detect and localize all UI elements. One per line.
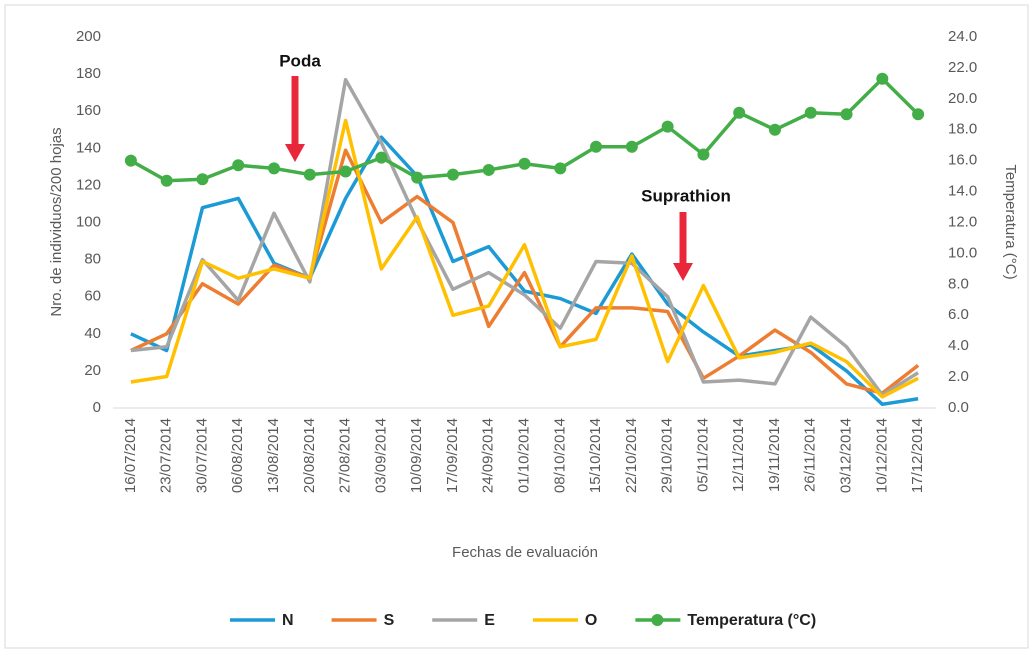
point: [518, 157, 531, 170]
y2-tick-label: 8.0: [948, 275, 969, 292]
point: [697, 148, 710, 161]
x-tick-label: 30/07/2014: [193, 418, 210, 493]
y-tick-label: 180: [76, 65, 101, 82]
point: [303, 168, 316, 181]
x-tick-label: 19/11/2014: [766, 418, 783, 492]
y-tick-label: 60: [84, 288, 101, 305]
x-axis-label: Fechas de evaluación: [452, 544, 598, 561]
x-tick-label: 06/08/2014: [229, 418, 246, 493]
y2-tick-label: 6.0: [948, 306, 969, 323]
annotation: Poda: [279, 51, 321, 70]
y2-tick-label: 14.0: [948, 183, 977, 200]
series-line: [130, 118, 919, 399]
legend-label: Temperatura (°C): [687, 612, 816, 629]
y2-tick-label: 2.0: [948, 368, 969, 385]
legend-label: O: [585, 612, 597, 629]
point: [840, 108, 853, 121]
x-tick-label: 22/10/2014: [623, 418, 640, 493]
point: [768, 123, 781, 136]
point: [804, 106, 817, 119]
x-tick-label: 03/09/2014: [372, 418, 389, 493]
y-tick-label: 200: [76, 28, 101, 45]
y2-tick-label: 0.0: [948, 399, 969, 416]
x-tick-label: 20/08/2014: [301, 418, 318, 493]
point: [876, 72, 889, 85]
y2-tick-label: 20.0: [948, 90, 977, 107]
point: [554, 162, 567, 175]
point: [482, 163, 495, 176]
annotation: Suprathion: [641, 186, 731, 205]
point: [124, 154, 137, 167]
point: [661, 120, 674, 133]
y-tick-label: 20: [84, 362, 101, 379]
point: [375, 151, 388, 164]
x-tick-label: 23/07/2014: [158, 418, 175, 493]
y2-tick-label: 10.0: [948, 244, 977, 261]
point: [625, 140, 638, 153]
point: [912, 108, 925, 121]
series-line: [130, 77, 920, 397]
y-tick-label: 120: [76, 176, 101, 193]
y2-tick-label: 12.0: [948, 213, 977, 230]
arrow-head: [673, 263, 693, 281]
y-tick-label: 160: [76, 102, 101, 119]
point: [160, 174, 173, 187]
point: [411, 171, 424, 184]
y2-tick-label: 24.0: [948, 28, 977, 45]
x-tick-label: 10/12/2014: [873, 418, 890, 493]
point: [196, 173, 209, 186]
y-tick-label: 80: [84, 251, 101, 268]
y2-axis-label: Temperatura (°C): [1002, 164, 1019, 279]
legend-label: S: [384, 612, 395, 629]
legend-marker: [651, 614, 664, 626]
x-tick-label: 29/10/2014: [659, 418, 676, 493]
y-tick-label: 100: [76, 213, 101, 230]
x-tick-label: 17/12/2014: [909, 418, 926, 493]
x-tick-label: 24/09/2014: [480, 418, 497, 493]
y-tick-label: 40: [84, 325, 101, 342]
x-tick-label: 08/10/2014: [551, 418, 568, 493]
x-tick-label: 05/11/2014: [694, 418, 711, 492]
y-tick-label: 140: [76, 139, 101, 156]
point: [733, 106, 746, 119]
y-axis-label: Nro. de individuos/200 hojas: [48, 127, 65, 316]
x-tick-label: 13/08/2014: [265, 418, 282, 493]
y2-tick-label: 22.0: [948, 59, 977, 76]
point: [339, 165, 352, 178]
x-tick-label: 16/07/2014: [122, 418, 139, 493]
x-tick-label: 12/11/2014: [730, 418, 747, 492]
y-tick-label: 0: [93, 399, 101, 416]
arrow-head: [285, 144, 305, 162]
x-tick-label: 26/11/2014: [802, 418, 819, 492]
y2-tick-label: 18.0: [948, 121, 977, 138]
y2-tick-label: 16.0: [948, 152, 977, 169]
point: [446, 168, 459, 181]
legend-label: N: [282, 612, 294, 629]
series-line: [130, 148, 920, 395]
y2-tick-label: 4.0: [948, 337, 969, 354]
x-tick-label: 01/10/2014: [515, 418, 532, 493]
x-tick-label: 17/09/2014: [444, 418, 461, 493]
point: [590, 140, 603, 153]
x-tick-label: 27/08/2014: [337, 418, 354, 493]
point: [268, 162, 281, 175]
x-tick-label: 10/09/2014: [408, 418, 425, 493]
legend-label: E: [484, 612, 495, 629]
x-tick-label: 03/12/2014: [838, 418, 855, 493]
point: [232, 159, 245, 172]
x-tick-label: 15/10/2014: [587, 418, 604, 493]
